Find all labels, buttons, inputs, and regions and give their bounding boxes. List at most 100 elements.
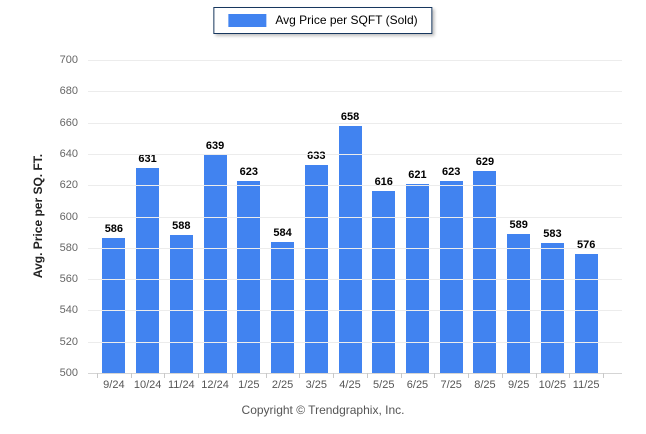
bar [237, 180, 261, 373]
bar-value-label: 576 [576, 239, 596, 252]
bar-value-label: 586 [104, 223, 124, 236]
x-label: 9/24 [103, 379, 125, 391]
bar [372, 191, 396, 373]
y-tick-label: 660 [59, 116, 78, 129]
x-tick [130, 373, 132, 378]
gridline [88, 310, 622, 312]
bar-value-label: 623 [442, 165, 461, 178]
x-tick [198, 373, 200, 378]
gridline [88, 91, 622, 93]
bar [169, 235, 193, 373]
bar-slot: 631 [131, 60, 165, 373]
x-tick [265, 373, 267, 378]
bar-slot: 586 [97, 60, 131, 373]
bar [574, 254, 598, 373]
gridline [88, 153, 622, 155]
y-axis-tick-labels: 500 520 540 560 580 600 620 640 660 680 700 [0, 54, 80, 379]
y-tick-label: 560 [59, 273, 78, 286]
x-tick [569, 373, 571, 378]
gridline [88, 216, 622, 218]
x-axis-ticks [97, 373, 604, 379]
gridline [88, 247, 622, 249]
x-label: 2/25 [271, 379, 294, 391]
y-tick-label: 540 [59, 304, 78, 317]
bar [473, 171, 497, 373]
bar-value-label: 631 [138, 153, 157, 165]
bar-slot: 621 [401, 60, 435, 373]
x-label: 9/25 [507, 379, 530, 391]
x-tick [299, 373, 301, 378]
bar-value-label: 633 [307, 149, 326, 162]
x-label: 12/24 [201, 379, 229, 391]
y-tick-label: 600 [59, 210, 78, 223]
gridline [88, 341, 622, 343]
x-label: 10/25 [538, 379, 567, 391]
plot-area: 586 631 588 639 623 584 633 658 616 621 623 629 589 5… [88, 60, 622, 374]
bar-slot: 589 [502, 60, 536, 373]
x-tick [468, 373, 470, 378]
bar [507, 233, 531, 373]
bar-value-label: 658 [340, 110, 360, 123]
x-axis-labels: 9/24 10/24 11/24 12/24 1/25 2/25 3/25 4/25 5/25 6… [97, 379, 603, 391]
bar [271, 241, 295, 373]
bar-slot: 583 [536, 60, 570, 373]
bar [540, 243, 564, 373]
x-label: 11/24 [167, 379, 195, 391]
x-tick [231, 373, 233, 378]
gridline [88, 185, 622, 187]
bar-value-label: 623 [239, 165, 258, 178]
bar-value-label: 629 [475, 156, 495, 169]
bar-value-label: 583 [543, 228, 562, 241]
gridline [88, 122, 622, 124]
bar [136, 168, 160, 373]
bar-value-label: 588 [172, 220, 191, 233]
gridline [88, 60, 622, 61]
y-tick-label: 520 [59, 335, 78, 348]
bar-value-label: 584 [273, 226, 292, 239]
bar-slot: 629 [468, 60, 502, 373]
x-label: 5/25 [373, 379, 395, 391]
legend-label: Avg Price per SQFT (Sold) [275, 13, 418, 27]
bar-value-label: 621 [408, 168, 427, 181]
y-tick-label: 580 [59, 241, 78, 254]
x-label: 11/25 [572, 379, 600, 391]
x-tick [535, 373, 537, 378]
copyright-text: Copyright © Trendgraphix, Inc. [241, 403, 405, 417]
bar [439, 180, 463, 373]
bar [405, 183, 429, 373]
bar-slot: 623 [434, 60, 468, 373]
x-tick [400, 373, 402, 378]
x-label: 6/25 [406, 379, 429, 391]
x-tick [164, 373, 166, 378]
x-label: 1/25 [238, 379, 260, 391]
y-tick-label: 620 [59, 179, 78, 192]
x-tick [434, 373, 436, 378]
y-tick-label: 640 [59, 147, 78, 160]
bar-value-label: 616 [374, 176, 393, 189]
bar-value-label: 589 [509, 218, 528, 231]
x-tick [501, 373, 503, 378]
y-tick-label: 700 [59, 54, 78, 66]
legend: Avg Price per SQFT (Sold) [213, 7, 433, 34]
x-label: 7/25 [440, 379, 462, 391]
gridline [88, 279, 622, 281]
bar-slot: 639 [198, 60, 232, 373]
x-label: 10/24 [133, 379, 162, 391]
y-tick-label: 500 [59, 367, 78, 379]
x-tick [603, 373, 604, 378]
bar-slot: 584 [266, 60, 300, 373]
bar-slot: 588 [164, 60, 198, 373]
legend-swatch-icon [228, 13, 267, 27]
x-tick [333, 373, 335, 378]
bar [338, 125, 362, 373]
bar [203, 155, 227, 373]
bar-value-label: 639 [205, 140, 225, 153]
gridline [88, 373, 622, 374]
x-tick [97, 373, 98, 378]
y-tick-label: 680 [59, 85, 78, 98]
bar [102, 238, 126, 373]
x-label: 8/25 [474, 379, 496, 391]
x-label: 4/25 [339, 379, 361, 391]
x-tick [366, 373, 368, 378]
